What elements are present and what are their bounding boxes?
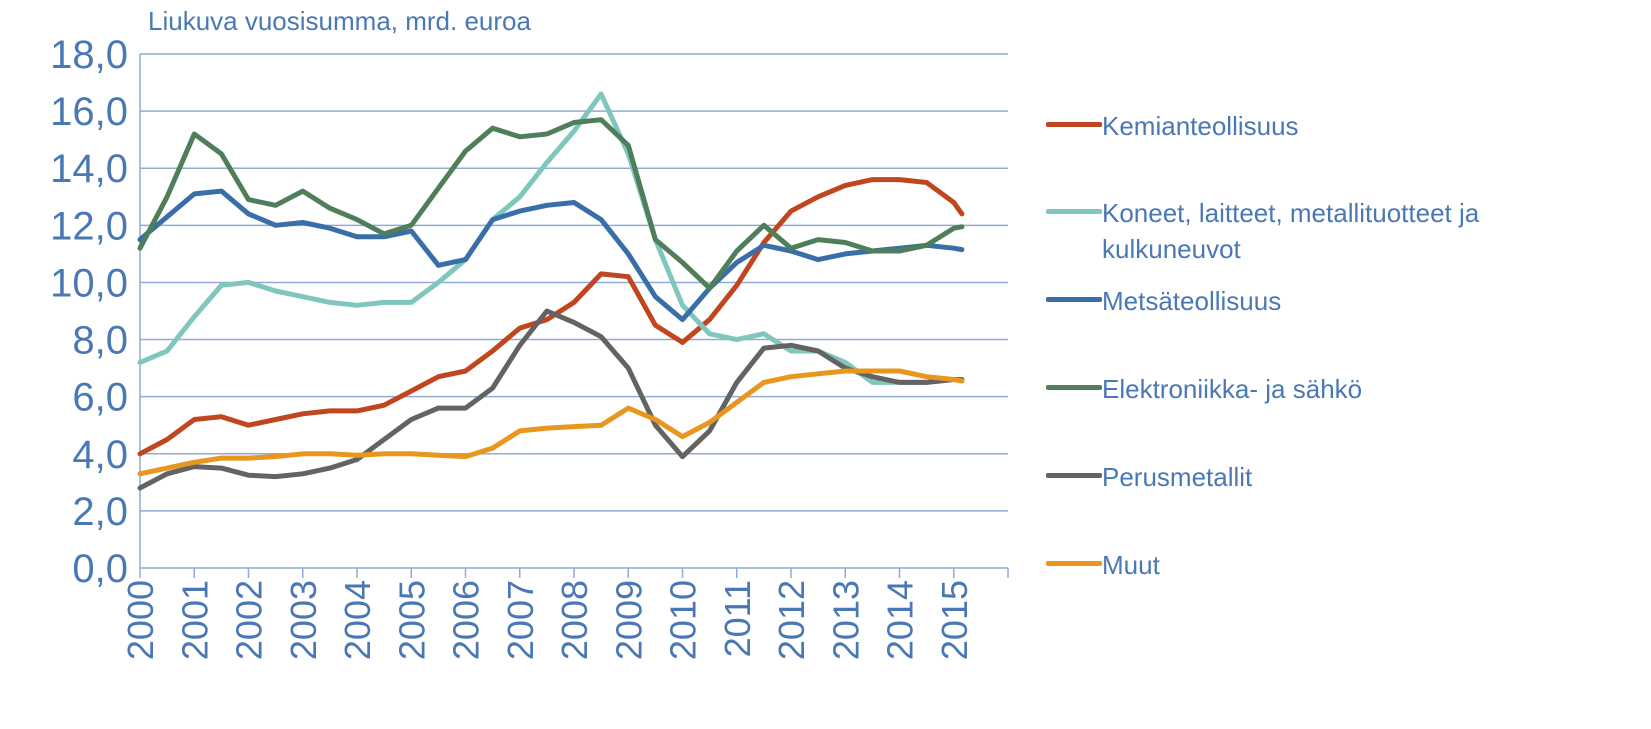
x-tick-label: 2013 (825, 580, 866, 660)
y-tick-label: 0,0 (72, 547, 128, 591)
legend-entry: Kemianteollisuus (1046, 108, 1572, 144)
x-tick-label: 2006 (446, 580, 487, 660)
x-tick-label: 2009 (608, 580, 649, 660)
legend-swatch (1046, 122, 1102, 127)
y-tick-label: 4,0 (72, 433, 128, 477)
series-line (137, 91, 965, 385)
y-tick-label: 14,0 (50, 147, 128, 191)
legend-swatch (1046, 209, 1102, 214)
x-tick-label: 2012 (771, 580, 812, 660)
x-tick-label: 2003 (283, 580, 324, 660)
y-tick-label: 8,0 (72, 319, 128, 363)
y-tick-label: 2,0 (72, 490, 128, 534)
x-tick-label: 2002 (229, 580, 270, 660)
legend-entry: Koneet, laitteet, metallituotteet ja kul… (1046, 195, 1572, 267)
x-tick-label: 2007 (500, 580, 541, 660)
x-tick-label: 2000 (120, 580, 161, 660)
series-line (137, 188, 965, 323)
legend-swatch (1046, 297, 1102, 302)
legend-swatch (1046, 473, 1102, 478)
y-tick-label: 12,0 (50, 204, 128, 248)
series-line (137, 368, 965, 477)
x-tick-label: 2014 (880, 580, 921, 660)
legend-label: Kemianteollisuus (1102, 111, 1299, 141)
series-line (137, 308, 965, 491)
x-tick-label: 2001 (174, 580, 215, 660)
legend-label: Perusmetallit (1102, 462, 1253, 492)
y-tick-label: 18,0 (50, 33, 128, 77)
series-line (137, 177, 965, 457)
legend-entry: Metsäteollisuus (1046, 283, 1572, 319)
x-tick-label: 2011 (717, 580, 758, 657)
legend-entry: Muut (1046, 547, 1572, 583)
legend-label: Elektroniikka- ja sähkö (1102, 374, 1363, 404)
x-tick-label: 2008 (554, 580, 595, 660)
legend-label: Koneet, laitteet, metallituotteet ja kul… (1102, 198, 1480, 264)
x-tick-label: 2015 (934, 580, 975, 660)
x-tick-label: 2004 (337, 580, 378, 660)
y-tick-label: 6,0 (72, 376, 128, 420)
legend-entry: Elektroniikka- ja sähkö (1046, 371, 1572, 407)
x-tick-label: 2010 (663, 580, 704, 660)
chart-subtitle: Liukuva vuosisumma, mrd. euroa (148, 6, 531, 36)
x-tick-label: 2005 (391, 580, 432, 660)
legend-swatch (1046, 385, 1102, 390)
y-tick-label: 16,0 (50, 90, 128, 134)
legend-entry: Perusmetallit (1046, 459, 1572, 495)
legend-label: Metsäteollisuus (1102, 286, 1282, 316)
legend-label: Muut (1102, 550, 1160, 580)
legend-swatch (1046, 561, 1102, 566)
y-tick-label: 10,0 (50, 261, 128, 305)
series-line (137, 117, 965, 291)
